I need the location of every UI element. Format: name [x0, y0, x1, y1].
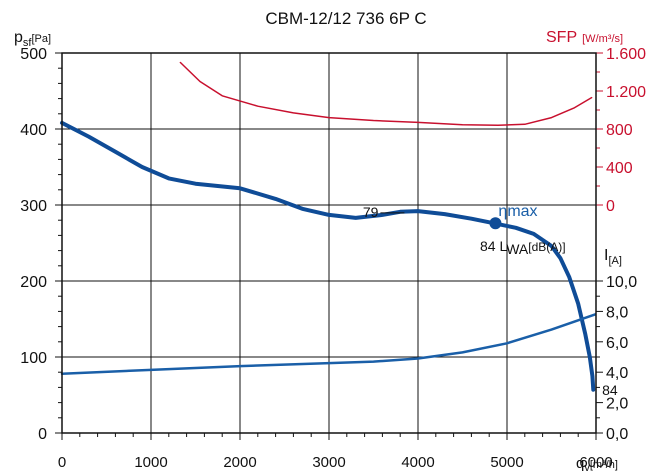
sfp-tick-label: 0: [606, 198, 615, 215]
pressure-curve: [60, 120, 596, 392]
pressure-axis-title: psf[Pa]: [14, 29, 51, 49]
sound-level-label: 79: [363, 204, 379, 220]
sfp-tick-label: 1.200: [606, 84, 646, 101]
sound-level-label: 84: [602, 382, 618, 398]
eta-max-point: [489, 217, 502, 230]
tick-labels: 0 1000 2000 3000 4000 5000 6000010020030040050…: [20, 46, 646, 471]
current-tick-label: 8,0: [606, 304, 628, 321]
current-tick-label: 0,0: [606, 426, 628, 443]
pressure-tick-label: 500: [20, 46, 47, 63]
x-tick-label: 1000: [134, 454, 167, 471]
current-tick-label: 4,0: [606, 365, 628, 382]
sfp-tick-label: 400: [606, 160, 633, 177]
current-tick-label: 6,0: [606, 335, 628, 352]
pressure-tick-label: 200: [20, 274, 47, 291]
flow-axis-title: qv[m³/h]: [576, 455, 618, 474]
annotations: ηmax 79 84 84 LWA[dB(A)]: [363, 203, 618, 398]
current-curve: [60, 313, 597, 375]
x-tick-label: 3000: [312, 454, 345, 471]
eta-max-label: ηmax: [498, 203, 537, 220]
pressure-tick-label: 300: [20, 198, 47, 215]
x-tick-label: 0: [58, 454, 66, 471]
pressure-tick-label: 100: [20, 350, 47, 367]
x-tick-label: 5000: [490, 454, 523, 471]
series: [60, 61, 597, 392]
chart-title: CBM-12/12 736 6P C: [265, 9, 426, 28]
x-tick-label: 2000: [223, 454, 256, 471]
x-tick-label: 4000: [401, 454, 434, 471]
sfp-tick-label: 1.600: [606, 46, 646, 63]
sfp-tick-label: 800: [606, 122, 633, 139]
pressure-tick-label: 0: [38, 426, 47, 443]
sfp-curve: [179, 61, 593, 126]
plot-frame: [61, 52, 597, 434]
current-axis-title: I[A]: [604, 247, 622, 267]
current-tick-label: 2,0: [606, 396, 628, 413]
x-tick-label: 6000: [579, 454, 612, 471]
sound-level-label: 84 LWA[dB(A)]: [480, 238, 566, 257]
sfp-axis-title: SFP [W/m³/s]: [546, 29, 623, 46]
current-tick-label: 10,0: [606, 274, 637, 291]
pressure-tick-label: 400: [20, 122, 47, 139]
